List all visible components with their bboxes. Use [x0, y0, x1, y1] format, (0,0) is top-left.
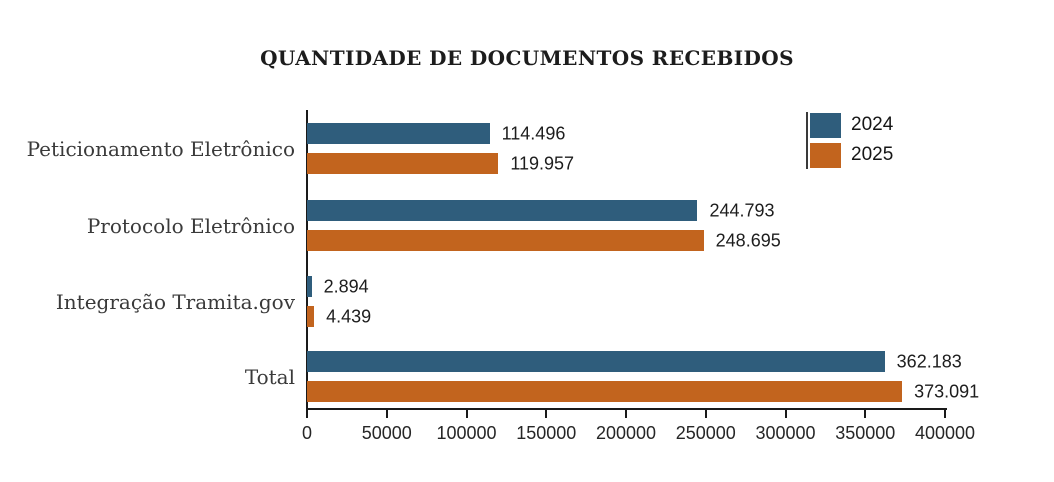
value-label-2024: 114.496 — [501, 123, 566, 143]
x-axis-line — [306, 408, 947, 410]
bar-row: Integração Tramita.gov 2.894 4.439 — [56, 276, 945, 327]
bar-row: Peticionamento Eletrônico 114.496 119.957 — [27, 123, 945, 174]
x-axis-tick — [944, 410, 946, 418]
bar-2025 — [307, 230, 704, 251]
bar-2024 — [307, 276, 312, 297]
x-axis-tick-label: 250000 — [675, 423, 736, 443]
legend-swatch-2024 — [810, 112, 841, 138]
legend-item-2025: 2025 — [810, 142, 893, 168]
x-axis-tick-label: 200000 — [595, 423, 657, 443]
value-label-2025: 248.695 — [715, 230, 781, 250]
x-axis-tick-label: 300000 — [755, 423, 816, 443]
chart-title: QUANTIDADE DE DOCUMENTOS RECEBIDOS — [260, 46, 794, 70]
x-axis-tick — [545, 410, 548, 418]
legend-item-2024: 2024 — [810, 112, 893, 138]
category-label: Total — [244, 364, 295, 389]
x-axis-tick-label: 350000 — [835, 423, 896, 443]
category-label: Protocolo Eletrônico — [86, 213, 295, 238]
x-axis-tick-label: 50000 — [361, 423, 412, 443]
value-label-2025: 373.091 — [914, 381, 980, 401]
bar-2025 — [307, 306, 315, 327]
legend-label-2024: 2024 — [851, 114, 894, 135]
bar-2024 — [307, 351, 885, 372]
bar-2024 — [307, 123, 490, 144]
x-axis-tick — [864, 410, 867, 418]
y-axis-line — [306, 110, 308, 409]
x-axis-tick-label: 0 — [301, 423, 313, 443]
category-label: Integração Tramita.gov — [55, 289, 295, 314]
value-label-2025: 119.957 — [510, 153, 575, 173]
x-axis-tick — [704, 410, 707, 418]
bar-row: Total 362.183 373.091 — [245, 351, 979, 402]
bar-2025 — [307, 153, 499, 174]
plot-area: Peticionamento Eletrônico 114.496 119.957 P… — [27, 110, 979, 408]
value-label-2024: 362.183 — [896, 351, 962, 371]
x-axis-tick-label: 150000 — [516, 423, 577, 443]
legend: 2024 2025 — [806, 112, 966, 172]
x-axis-tick — [385, 410, 388, 418]
x-axis-tick — [465, 410, 468, 418]
legend-label-2025: 2025 — [851, 144, 894, 165]
x-axis-ticks: 0 50000 100000 150000 200000 250000 300000 3500… — [302, 410, 975, 455]
x-axis-tick — [784, 410, 787, 418]
value-label-2024: 2.894 — [323, 276, 369, 296]
x-axis-tick — [625, 410, 627, 418]
category-label: Peticionamento Eletrônico — [26, 136, 295, 161]
legend-accent-line — [806, 112, 808, 169]
x-axis-tick-label: 400000 — [914, 423, 976, 443]
bar-row: Protocolo Eletrônico 244.793 248.695 — [87, 200, 945, 251]
legend-swatch-2025 — [810, 142, 841, 168]
x-axis-tick-label: 100000 — [436, 423, 497, 443]
x-axis-tick — [306, 410, 308, 418]
value-label-2024: 244.793 — [709, 200, 775, 220]
bar-2024 — [307, 200, 698, 221]
value-label-2025: 4.439 — [326, 306, 372, 326]
bar-2025 — [307, 381, 903, 402]
